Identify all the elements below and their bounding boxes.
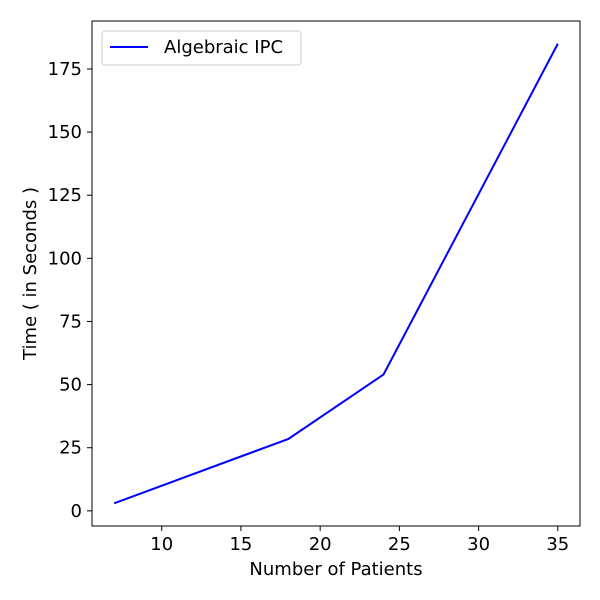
x-tick-label: 30 xyxy=(467,534,490,555)
y-tick-label: 75 xyxy=(59,311,82,332)
axes-frame xyxy=(91,20,581,527)
y-tick-label: 0 xyxy=(71,501,82,522)
x-tick-label: 15 xyxy=(229,534,252,555)
x-axis: 10 15 20 25 30 35 xyxy=(150,526,569,555)
y-tick-label: 100 xyxy=(48,248,82,269)
y-axis: 0 25 50 75 100 125 150 175 xyxy=(48,59,92,522)
series-line xyxy=(113,43,559,505)
y-tick-label: 125 xyxy=(48,185,82,206)
y-tick-label: 25 xyxy=(59,438,82,459)
x-tick-label: 20 xyxy=(309,534,332,555)
x-tick-label: 35 xyxy=(546,534,569,555)
plot-area xyxy=(113,43,559,505)
y-tick-label: 50 xyxy=(59,375,82,396)
legend-label: Algebraic IPC xyxy=(164,37,283,58)
x-axis-label: Number of Patients xyxy=(249,559,422,580)
legend-box xyxy=(101,30,302,66)
x-tick-label: 25 xyxy=(388,534,411,555)
x-tick-label: 10 xyxy=(150,534,173,555)
legend: Algebraic IPC xyxy=(101,30,302,66)
y-tick-label: 150 xyxy=(48,122,82,143)
y-tick-label: 175 xyxy=(48,59,82,80)
y-axis-label: Time ( in Seconds ) xyxy=(20,187,41,361)
